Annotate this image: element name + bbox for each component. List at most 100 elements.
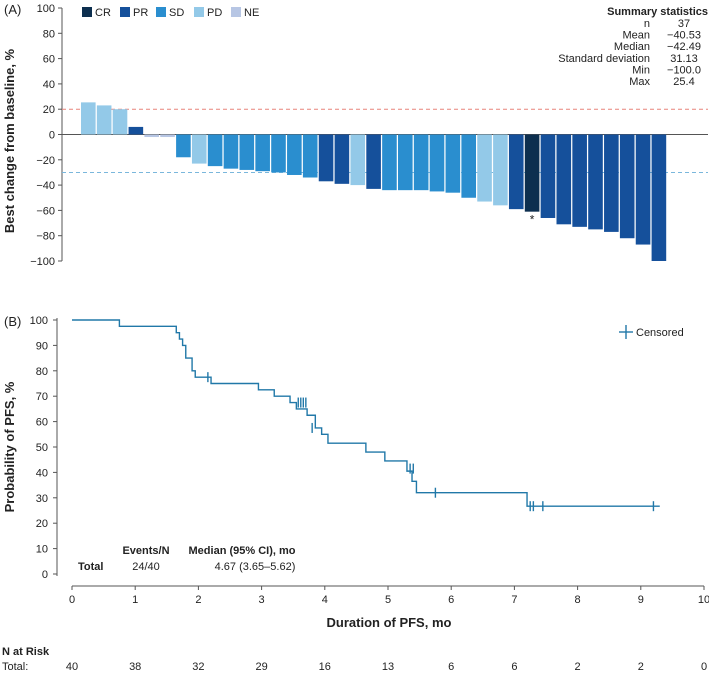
summary-title: Summary statistics — [607, 6, 708, 18]
risk-value: 32 — [192, 661, 204, 673]
km-x-tick-label: 8 — [575, 594, 581, 606]
waterfall-bar — [556, 134, 572, 225]
km-x-tick-label: 10 — [698, 594, 709, 606]
km-y-tick-label: 50 — [36, 442, 48, 454]
risk-row-label: Total: — [2, 661, 28, 673]
km-x-tick-label: 0 — [69, 594, 75, 606]
km-x-tick-label: 6 — [448, 594, 454, 606]
waterfall-y-tick-label: −100 — [30, 256, 55, 268]
waterfall-bar — [461, 134, 476, 198]
waterfall-bar — [239, 134, 255, 170]
waterfall-bar — [112, 109, 128, 135]
km-y-tick-label: 100 — [30, 315, 48, 327]
summary-value: 31.13 — [670, 53, 698, 65]
waterfall-y-axis-label: Best change from baseline, % — [2, 48, 17, 233]
km-y-tick-label: 10 — [36, 544, 48, 556]
risk-value: 6 — [511, 661, 517, 673]
km-axes: 0 10 20 30 40 50 60 70 80 90 100 0 1 2 3 4 5 6 7 8 9 10 — [30, 315, 709, 606]
km-y-tick-label: 70 — [36, 391, 48, 403]
summary-label: Median — [614, 41, 650, 53]
waterfall-bar — [302, 134, 318, 178]
risk-value: 6 — [448, 661, 454, 673]
km-y-tick-label: 60 — [36, 417, 48, 429]
waterfall-bar — [191, 134, 207, 164]
legend-label-ne: NE — [244, 7, 259, 19]
km-x-tick-label: 4 — [322, 594, 328, 606]
km-y-tick-label: 30 — [36, 493, 48, 505]
waterfall-bar — [493, 134, 508, 206]
risk-value: 38 — [129, 661, 141, 673]
legend-swatch-ne — [231, 7, 241, 17]
waterfall-bar — [398, 134, 413, 191]
km-x-tick-label: 3 — [259, 594, 265, 606]
summary-value: −42.49 — [667, 41, 701, 53]
waterfall-bar — [81, 102, 96, 135]
km-y-axis-label: Probability of PFS, % — [2, 381, 17, 512]
events-value: 24/40 — [132, 561, 160, 573]
waterfall-bar — [160, 134, 175, 138]
waterfall-bar — [318, 134, 334, 182]
risk-value: 29 — [255, 661, 267, 673]
waterfall-bar — [366, 134, 381, 189]
waterfall-bar — [619, 134, 635, 239]
waterfall-bar — [96, 105, 112, 135]
waterfall-bar — [207, 134, 223, 167]
summary-value: −100.0 — [667, 64, 701, 76]
risk-value: 2 — [575, 661, 581, 673]
waterfall-bar — [413, 134, 429, 191]
waterfall-y-tick-label: 40 — [43, 79, 55, 91]
km-y-tick-label: 20 — [36, 518, 48, 530]
waterfall-y-tick-label: −80 — [36, 231, 55, 243]
legend-label-sd: SD — [169, 7, 184, 19]
risk-value: 13 — [382, 661, 394, 673]
waterfall-bar — [477, 134, 492, 202]
waterfall-y-tick-label: −20 — [36, 155, 55, 167]
waterfall-bar — [334, 134, 350, 184]
legend-swatch-sd — [156, 7, 166, 17]
risk-value: 16 — [319, 661, 331, 673]
risk-value: 40 — [66, 661, 78, 673]
waterfall-bar — [271, 134, 286, 173]
waterfall-bar — [176, 134, 191, 158]
waterfall-bar — [635, 134, 651, 245]
summary-value: −40.53 — [667, 30, 701, 42]
waterfall-bar — [604, 134, 619, 232]
median-header: Median (95% CI), mo — [189, 545, 296, 557]
km-x-tick-label: 5 — [385, 594, 391, 606]
waterfall-y-tick-label: 0 — [49, 130, 55, 142]
waterfall-y-tick-label: 20 — [43, 104, 55, 116]
waterfall-y-tick-label: 100 — [37, 3, 55, 15]
waterfall-bar — [524, 134, 540, 212]
legend-label-pd: PD — [207, 7, 222, 19]
legend-swatch-pr — [120, 7, 130, 17]
risk-values: 40 38 32 29 16 13 6 6 2 2 0 — [66, 661, 707, 673]
waterfall-bar — [144, 134, 159, 138]
summary-label: n — [644, 18, 650, 30]
panel-b-label: (B) — [4, 314, 21, 329]
km-x-tick-label: 7 — [511, 594, 517, 606]
waterfall-bars — [81, 102, 667, 261]
km-x-tick-label: 9 — [638, 594, 644, 606]
km-censored-marks — [207, 372, 655, 512]
summary-label: Standard deviation — [558, 53, 650, 65]
waterfall-bar — [588, 134, 603, 230]
summary-statistics: Summary statistics n 37 Mean −40.53 Median −4… — [558, 6, 708, 88]
events-row-label: Total — [78, 561, 103, 573]
waterfall-bar — [382, 134, 397, 191]
cr-annotation-asterisk: * — [530, 213, 535, 227]
summary-value: 25.4 — [673, 76, 694, 88]
km-curve-total — [72, 319, 660, 507]
waterfall-y-tick-label: −40 — [36, 180, 55, 192]
km-x-tick-label: 2 — [195, 594, 201, 606]
summary-label: Min — [632, 64, 650, 76]
waterfall-bar — [287, 134, 302, 175]
km-y-tick-label: 90 — [36, 340, 48, 352]
risk-value: 0 — [701, 661, 707, 673]
waterfall-bar — [651, 134, 667, 261]
summary-label: Max — [629, 76, 650, 88]
waterfall-legend: CR PR SD PD NE — [82, 7, 259, 19]
km-x-tick-label: 1 — [132, 594, 138, 606]
legend-swatch-pd — [194, 7, 204, 17]
waterfall-bar — [223, 134, 239, 169]
